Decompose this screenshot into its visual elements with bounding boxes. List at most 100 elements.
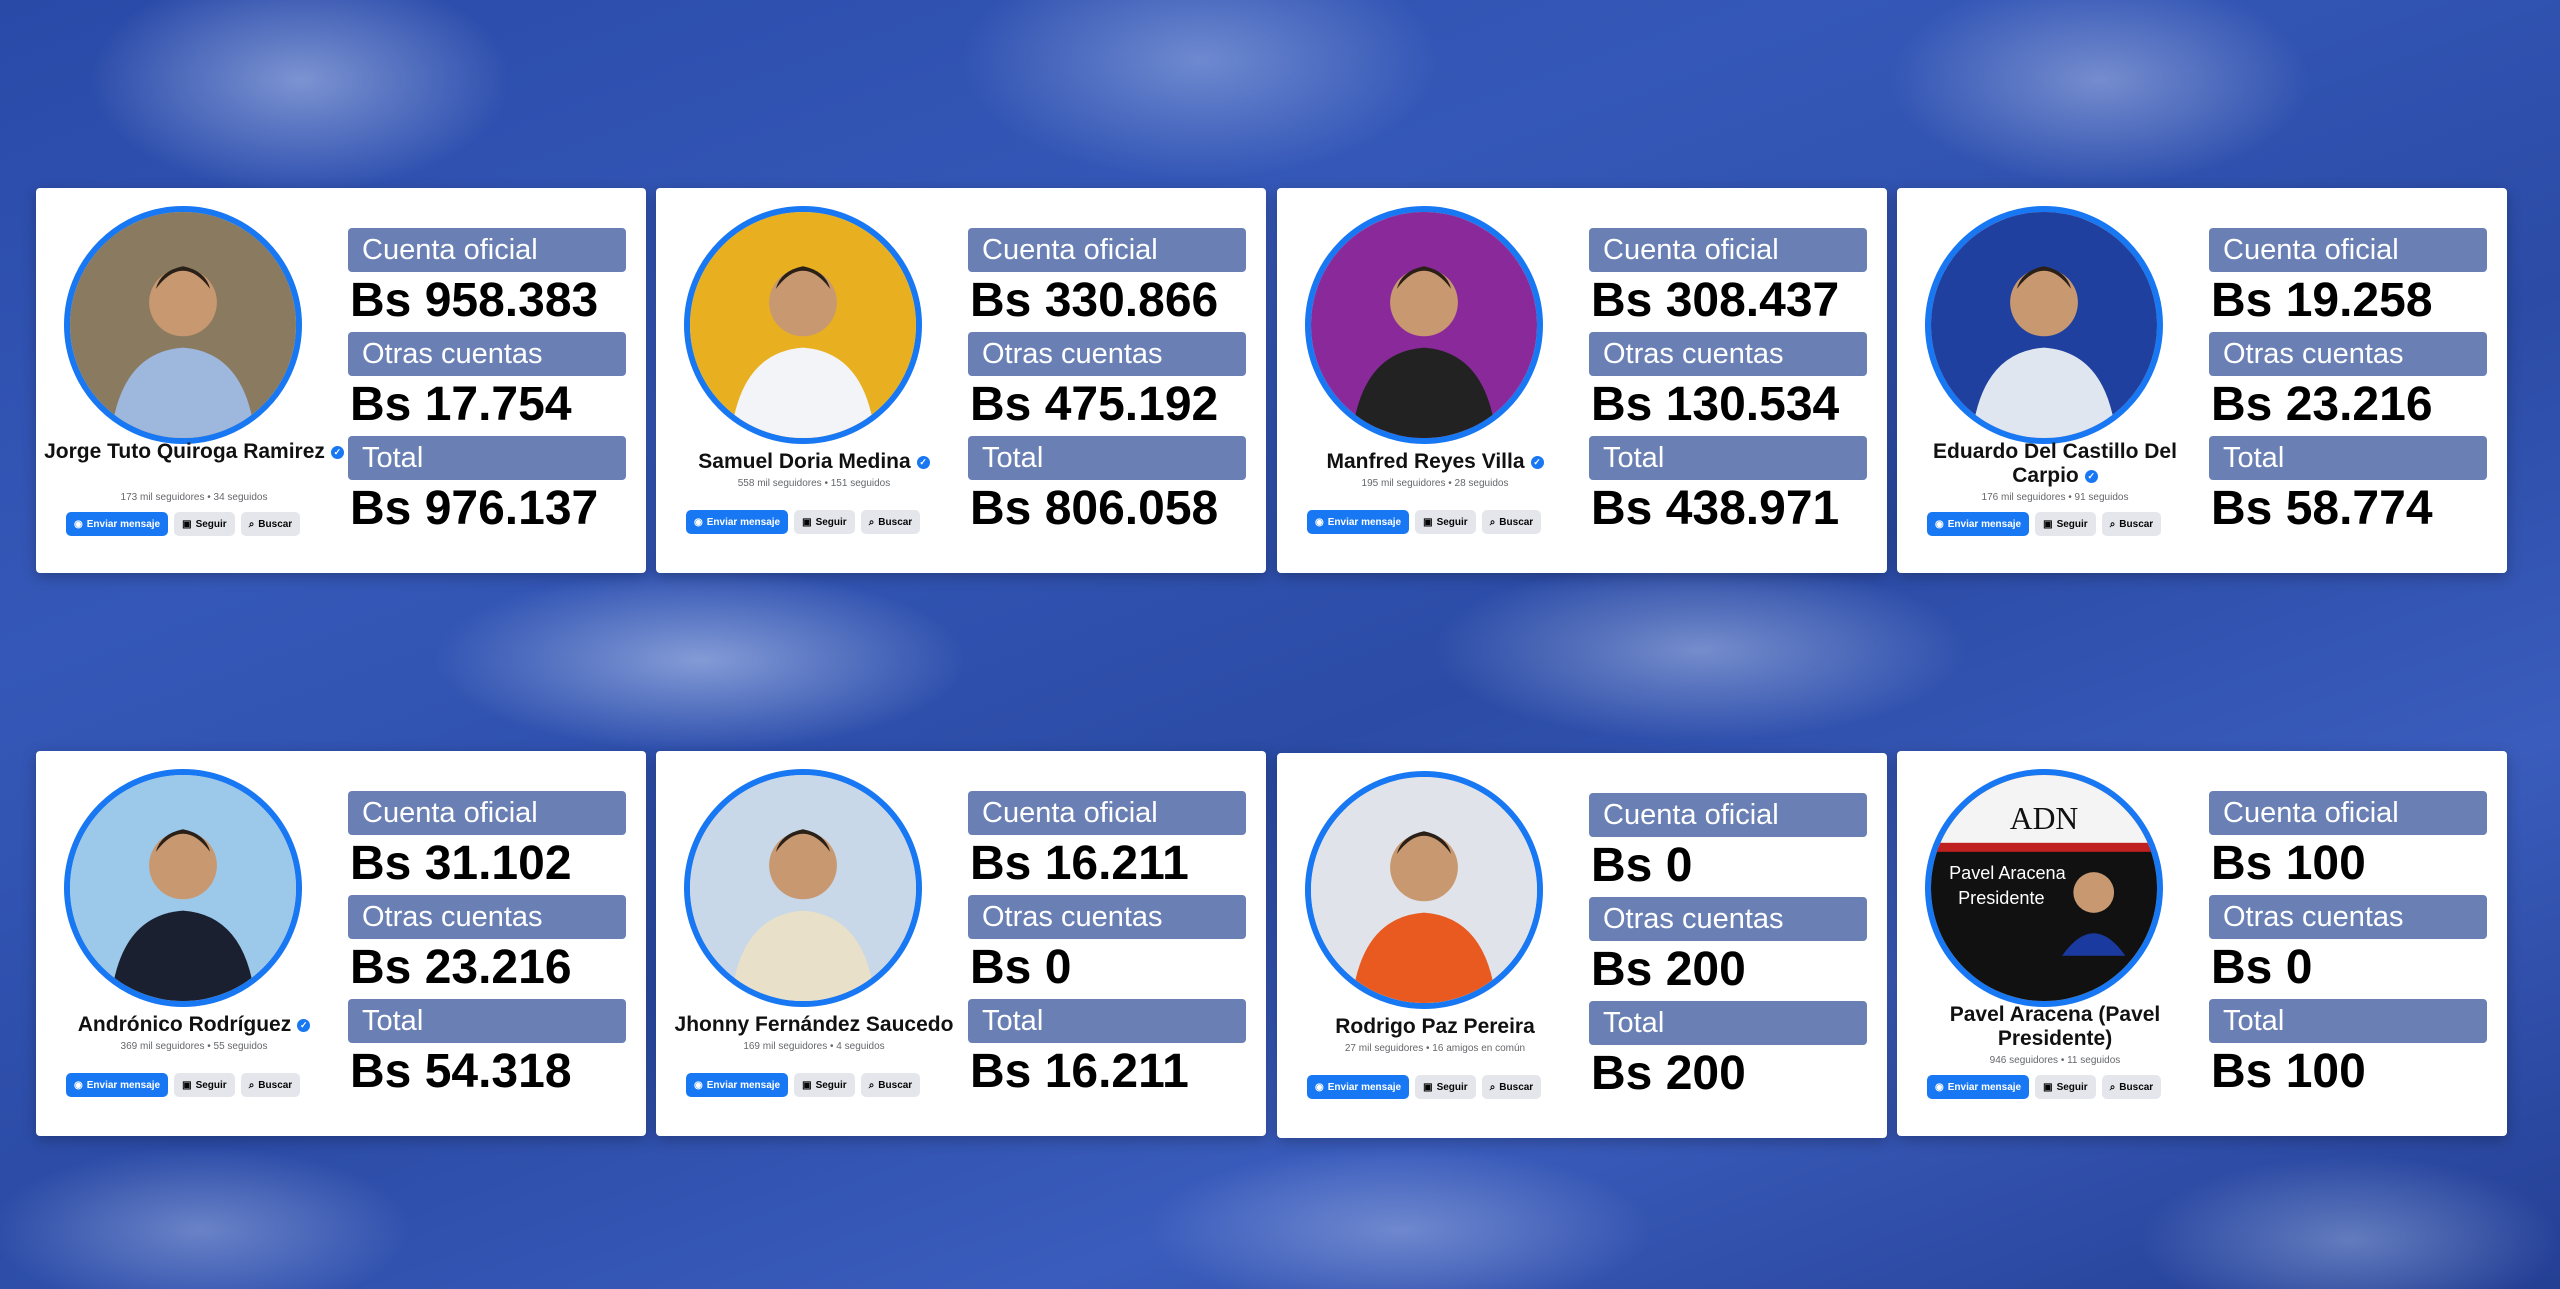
- other-accounts-label: Otras cuentas: [1589, 332, 1867, 376]
- official-account-amount: Bs 958.383: [350, 274, 599, 327]
- official-account-label: Cuenta oficial: [1589, 793, 1867, 837]
- verified-badge-icon: ✓: [297, 1018, 311, 1032]
- followers-count[interactable]: 176 mil seguidores • 91 seguidos: [1981, 492, 2129, 503]
- total-amount: Bs 976.137: [350, 482, 599, 535]
- profile-name[interactable]: Pavel Aracena (Pavel Presidente): [1905, 1003, 2205, 1051]
- profile-name-text[interactable]: Rodrigo Paz Pereira: [1335, 1015, 1535, 1038]
- other-accounts-label: Otras cuentas: [1589, 897, 1867, 941]
- donations-summary: Cuenta oficial Bs 16.211 Otras cuentas B…: [968, 789, 1246, 1101]
- follow-button[interactable]: ▣ Seguir: [794, 1073, 855, 1097]
- followers-count[interactable]: 169 mil seguidores • 4 seguidos: [743, 1041, 885, 1052]
- total-label: Total: [348, 436, 626, 480]
- followers-count[interactable]: 27 mil seguidores • 16 amigos en común: [1344, 1043, 1526, 1054]
- profile-avatar[interactable]: [64, 206, 302, 444]
- profile-avatar[interactable]: [1305, 771, 1543, 1009]
- profile-name-text[interactable]: Manfred Reyes Villa: [1326, 450, 1525, 473]
- send-message-label: Enviar mensaje: [706, 1079, 781, 1091]
- search-button[interactable]: ⌕ Buscar: [860, 510, 921, 534]
- send-message-button[interactable]: ◉ Enviar mensaje: [1307, 510, 1410, 534]
- profile-name[interactable]: Manfred Reyes Villa ✓: [1285, 450, 1585, 474]
- profile-name[interactable]: Rodrigo Paz Pereira: [1285, 1015, 1585, 1039]
- profile-name-text[interactable]: Pavel Aracena (Pavel Presidente): [1949, 1003, 2161, 1050]
- send-message-button[interactable]: ◉ Enviar mensaje: [1307, 1075, 1410, 1099]
- profile-photo: [70, 775, 296, 1001]
- other-accounts-label: Otras cuentas: [2209, 895, 2487, 939]
- follow-button[interactable]: ▣ Seguir: [2035, 1075, 2096, 1099]
- search-button[interactable]: ⌕ Buscar: [1481, 1075, 1542, 1099]
- follow-button[interactable]: ▣ Seguir: [174, 1073, 235, 1097]
- profile-avatar[interactable]: [684, 206, 922, 444]
- follow-icon: ▣: [1423, 1081, 1433, 1093]
- profile-actions: ◉ Enviar mensaje ▣ Seguir ⌕ Buscar: [1927, 1075, 2162, 1099]
- profile-photo: [690, 775, 916, 1001]
- profile-name-text[interactable]: Jorge Tuto Quiroga Ramirez: [44, 440, 325, 463]
- follow-icon: ▣: [1423, 516, 1433, 528]
- avatar-logo-text: ADN: [2010, 801, 2079, 836]
- send-message-button[interactable]: ◉ Enviar mensaje: [686, 1073, 789, 1097]
- candidate-card: Jhonny Fernández Saucedo 169 mil seguido…: [656, 751, 1266, 1136]
- followers-count[interactable]: 369 mil seguidores • 55 seguidos: [120, 1041, 268, 1052]
- official-account-label: Cuenta oficial: [2209, 791, 2487, 835]
- followers-count[interactable]: 195 mil seguidores • 28 seguidos: [1361, 478, 1509, 489]
- profile-avatar[interactable]: [64, 769, 302, 1007]
- profile-actions: ◉ Enviar mensaje ▣ Seguir ⌕ Buscar: [1307, 1075, 1542, 1099]
- profile-actions: ◉ Enviar mensaje ▣ Seguir ⌕ Buscar: [66, 1073, 301, 1097]
- send-message-button[interactable]: ◉ Enviar mensaje: [1927, 512, 2030, 536]
- search-icon: ⌕: [248, 518, 255, 530]
- followers-count[interactable]: 558 mil seguidores • 151 seguidos: [737, 478, 891, 489]
- profile-name-text[interactable]: Andrónico Rodríguez: [77, 1013, 292, 1036]
- official-account-amount: Bs 330.866: [970, 274, 1219, 327]
- profile-name[interactable]: Jorge Tuto Quiroga Ramirez ✓: [44, 440, 344, 464]
- other-accounts-amount: Bs 17.754: [350, 378, 572, 431]
- follow-button[interactable]: ▣ Seguir: [2035, 512, 2096, 536]
- donations-summary: Cuenta oficial Bs 31.102 Otras cuentas B…: [348, 789, 626, 1101]
- search-button[interactable]: ⌕ Buscar: [2101, 1075, 2162, 1099]
- send-message-button[interactable]: ◉ Enviar mensaje: [66, 1073, 169, 1097]
- followers-count[interactable]: 946 seguidores • 11 seguidos: [1989, 1055, 2121, 1066]
- follow-icon: ▣: [2043, 1081, 2053, 1093]
- profile-name[interactable]: Andrónico Rodríguez ✓: [44, 1013, 344, 1037]
- profile-name-text[interactable]: Samuel Doria Medina: [698, 450, 911, 473]
- messenger-icon: ◉: [694, 1079, 703, 1091]
- profile-actions: ◉ Enviar mensaje ▣ Seguir ⌕ Buscar: [686, 510, 921, 534]
- follow-label: Seguir: [2056, 1081, 2088, 1093]
- search-button[interactable]: ⌕ Buscar: [240, 1073, 301, 1097]
- profile-name[interactable]: Jhonny Fernández Saucedo: [664, 1013, 964, 1037]
- messenger-icon: ◉: [694, 516, 703, 528]
- messenger-icon: ◉: [1315, 1081, 1324, 1093]
- follow-icon: ▣: [182, 518, 192, 530]
- profile-photo: [1311, 212, 1537, 438]
- profile-name-text[interactable]: Eduardo Del Castillo Del Carpio: [1933, 440, 2177, 487]
- verified-badge-icon: ✓: [2084, 469, 2098, 483]
- profile-photo: ADN Pavel Aracena Presidente: [1931, 775, 2157, 1001]
- search-button[interactable]: ⌕ Buscar: [240, 512, 301, 536]
- send-message-button[interactable]: ◉ Enviar mensaje: [1927, 1075, 2030, 1099]
- send-message-button[interactable]: ◉ Enviar mensaje: [66, 512, 169, 536]
- followers-count[interactable]: 173 mil seguidores • 34 seguidos: [120, 492, 268, 503]
- search-button[interactable]: ⌕ Buscar: [2101, 512, 2162, 536]
- profile-name[interactable]: Samuel Doria Medina ✓: [664, 450, 964, 474]
- follow-button[interactable]: ▣ Seguir: [794, 510, 855, 534]
- profile-avatar[interactable]: [1305, 206, 1543, 444]
- profile-name-text[interactable]: Jhonny Fernández Saucedo: [674, 1013, 954, 1036]
- search-button[interactable]: ⌕ Buscar: [1481, 510, 1542, 534]
- profile-name[interactable]: Eduardo Del Castillo Del Carpio ✓: [1905, 440, 2205, 488]
- candidate-card: ADN Pavel Aracena Presidente Pavel Arace…: [1897, 751, 2507, 1136]
- total-amount: Bs 438.971: [1591, 482, 1840, 535]
- other-accounts-amount: Bs 23.216: [2211, 378, 2433, 431]
- profile-avatar[interactable]: [684, 769, 922, 1007]
- send-message-button[interactable]: ◉ Enviar mensaje: [686, 510, 789, 534]
- profile-avatar[interactable]: ADN Pavel Aracena Presidente: [1925, 769, 2163, 1007]
- total-amount: Bs 16.211: [970, 1045, 1189, 1098]
- profile-photo: [1931, 212, 2157, 438]
- follow-button[interactable]: ▣ Seguir: [1415, 1075, 1476, 1099]
- follow-button[interactable]: ▣ Seguir: [174, 512, 235, 536]
- profile-avatar[interactable]: [1925, 206, 2163, 444]
- follow-button[interactable]: ▣ Seguir: [1415, 510, 1476, 534]
- other-accounts-label: Otras cuentas: [2209, 332, 2487, 376]
- search-label: Buscar: [2119, 518, 2154, 530]
- other-accounts-amount: Bs 130.534: [1591, 378, 1840, 431]
- search-label: Buscar: [878, 1079, 913, 1091]
- total-label: Total: [1589, 436, 1867, 480]
- search-button[interactable]: ⌕ Buscar: [860, 1073, 921, 1097]
